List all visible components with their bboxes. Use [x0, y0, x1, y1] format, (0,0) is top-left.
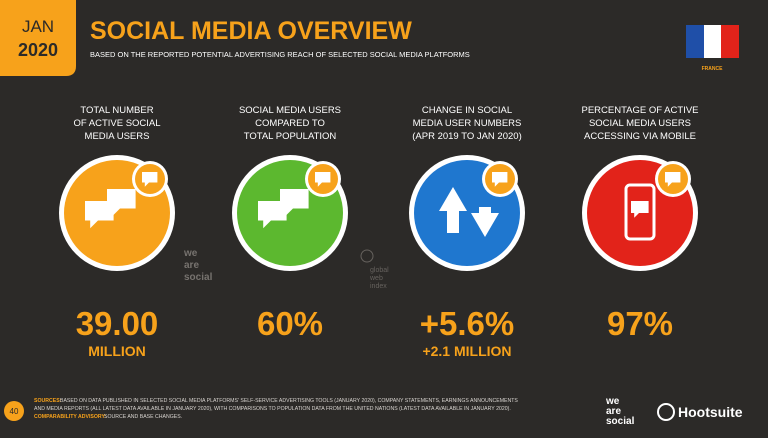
watermark-text: we [183, 248, 198, 259]
advisory-text: SOURCE AND BASE CHANGES. [104, 414, 182, 420]
stat-label: SOCIAL MEDIA USERS [239, 105, 341, 116]
stat-label: CHANGE IN SOCIAL [422, 105, 512, 116]
stat-label: OF ACTIVE SOCIAL [73, 118, 160, 129]
speech-bubble [107, 189, 136, 217]
stat-icon [582, 155, 698, 271]
country: FRANCE [702, 66, 723, 72]
watermark-text: global [370, 267, 389, 274]
month: JAN [22, 17, 54, 36]
speech-bubble [665, 172, 681, 187]
sources-text: AND MEDIA REPORTS (ALL LATEST DATA AVAIL… [34, 406, 511, 412]
stat-icon [409, 155, 525, 271]
page-number: 40 [10, 407, 19, 416]
speech-bubble [315, 172, 331, 187]
stat-label: PERCENTAGE OF ACTIVE [581, 105, 698, 116]
brand-hootsuite: Hootsuite [678, 404, 743, 420]
year: 2020 [18, 40, 58, 60]
stat-sub: +2.1 MILLION [422, 343, 511, 359]
speech-bubble [142, 172, 158, 187]
stat-value: 97% [607, 305, 673, 342]
phone [624, 183, 656, 241]
stat-sub: MILLION [88, 343, 146, 359]
flag [686, 25, 739, 58]
watermark-text: are [184, 260, 199, 271]
stat-label: COMPARED TO [255, 118, 325, 129]
stat-icon [59, 155, 175, 271]
date-badge [0, 0, 76, 76]
stat-label: TOTAL NUMBER [80, 105, 153, 116]
sources-text: BASED ON DATA PUBLISHED IN SELECTED SOCI… [60, 398, 518, 404]
stat-label: TOTAL POPULATION [244, 131, 337, 142]
brand-text: social [606, 416, 635, 427]
index-watermark: global web index [360, 249, 389, 290]
stat-label: MEDIA USER NUMBERS [413, 118, 522, 129]
brand-text: are [606, 406, 621, 417]
watermark-text: web [369, 275, 383, 282]
stats: TOTAL NUMBER OF ACTIVE SOCIAL MEDIA USERS 3… [59, 105, 699, 359]
speech-bubble [258, 201, 287, 229]
subtitle: BASED ON THE REPORTED POTENTIAL ADVERTIS… [90, 50, 470, 59]
speech-bubble [280, 189, 309, 217]
speech-bubble [631, 201, 649, 218]
watermark-text: index [370, 283, 387, 290]
stat-label: ACCESSING VIA MOBILE [584, 131, 696, 142]
arrow-down [467, 207, 499, 237]
stat-icon [232, 155, 348, 271]
stat-label: (APR 2019 TO JAN 2020) [412, 131, 521, 142]
arrow-up [439, 187, 467, 233]
speech-bubble [85, 201, 114, 229]
stat-label: SOCIAL MEDIA USERS [589, 118, 691, 129]
sources-label: SOURCES: [34, 398, 62, 404]
watermark-text: social [184, 272, 213, 283]
advisory-label: COMPARABILITY ADVISORY: [34, 414, 107, 420]
stat-label: MEDIA USERS [85, 131, 150, 142]
stat-value: +5.6% [420, 305, 515, 342]
title: SOCIAL MEDIA OVERVIEW [90, 17, 412, 45]
owl-icon [657, 403, 675, 421]
stat-value: 60% [257, 305, 323, 342]
brand-text: we [605, 396, 620, 407]
stat-value: 39.00 [76, 305, 159, 342]
page-badge [4, 401, 24, 421]
brand-logo: we are social [605, 396, 635, 427]
agency-watermark: we are social [183, 248, 213, 283]
speech-bubble [492, 172, 508, 187]
